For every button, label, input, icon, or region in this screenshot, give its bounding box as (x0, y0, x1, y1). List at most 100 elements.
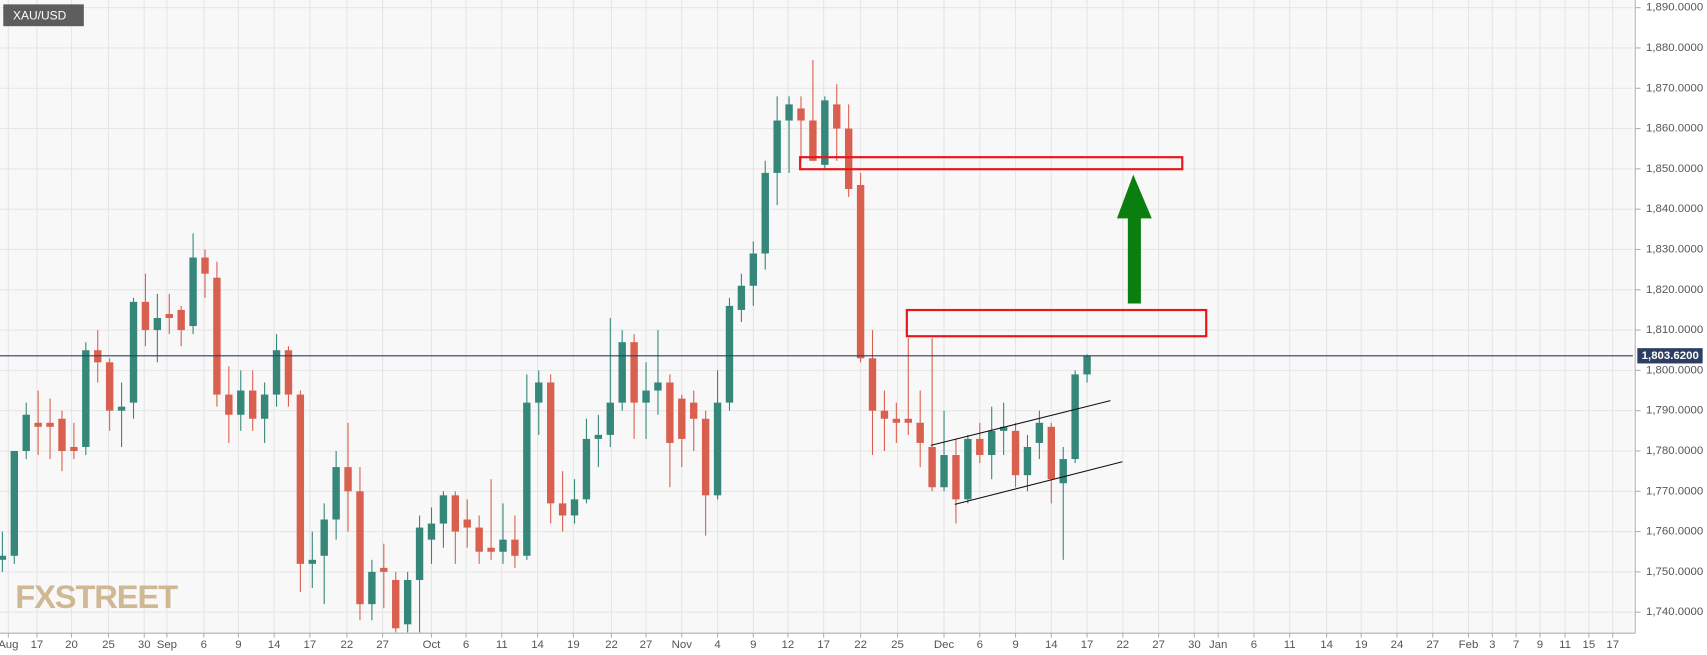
candle-body (332, 467, 340, 520)
symbol-badge (3, 4, 84, 27)
x-tick-label: 6 (977, 639, 983, 651)
candle-body (940, 455, 948, 488)
candle-body (916, 422, 924, 443)
candle-body (833, 104, 841, 129)
x-tick-label: 17 (31, 639, 44, 651)
candles (0, 60, 1633, 633)
x-tick-label: 30 (138, 639, 151, 651)
x-tick-label: 14 (268, 639, 281, 651)
candle-body (809, 120, 817, 161)
x-tick-label: 17 (1606, 639, 1619, 651)
x-tick-label: 17 (1081, 639, 1094, 651)
candle-body (976, 438, 984, 456)
candle-body (928, 446, 936, 488)
resistance-zone-lower (905, 308, 1208, 338)
candle-body (10, 450, 18, 556)
y-tick-label: 1,860.0000 (1646, 123, 1703, 135)
candle-body (749, 253, 758, 286)
y-tick-label: 1,830.0000 (1646, 243, 1703, 255)
candle-body (141, 301, 150, 331)
candle-body (46, 422, 54, 427)
y-tick-label: 1,890.0000 (1646, 2, 1703, 14)
resistance-zone-upper (799, 156, 1184, 171)
candle-body (165, 313, 173, 318)
candle-body (868, 358, 877, 411)
candle-body (380, 567, 388, 572)
x-tick-label: Dec (934, 639, 955, 651)
candle-body (690, 402, 698, 419)
candle-body (666, 382, 674, 443)
candle-body (988, 430, 996, 456)
x-tick-label: 24 (1391, 639, 1404, 651)
x-tick-label: 11 (496, 639, 508, 651)
trend-line-lower (954, 461, 1123, 505)
candle-body (153, 317, 162, 331)
candle-body (535, 382, 543, 403)
candle-body (546, 382, 555, 504)
candle-body (570, 499, 579, 516)
x-tick-label: Jan (1209, 639, 1227, 651)
x-tick-label: 11 (1559, 639, 1571, 651)
x-tick-label: 14 (1045, 639, 1058, 651)
x-tick-label: 11 (1284, 639, 1296, 651)
candle-body (308, 559, 316, 564)
x-tick-label: 14 (1320, 639, 1333, 651)
candle-body (797, 108, 805, 121)
candle-body (344, 467, 352, 492)
y-tick-label: 1,750.0000 (1646, 566, 1703, 578)
trend-line-upper (930, 400, 1111, 446)
candle-body (856, 184, 865, 359)
candle-body (105, 362, 114, 411)
x-tick-label: Oct (423, 639, 442, 651)
plot-background (0, 0, 1633, 633)
candle-body (475, 527, 483, 552)
y-tick-label: 1,790.0000 (1646, 405, 1703, 417)
candle-body (499, 539, 507, 552)
candle-body (701, 418, 710, 496)
candle-body (761, 172, 769, 254)
candle-body (594, 434, 603, 439)
candle-body (678, 398, 686, 439)
y-tick-label: 1,820.0000 (1646, 284, 1703, 296)
x-tick-label: 14 (531, 639, 544, 651)
x-tick-label: 17 (817, 639, 830, 651)
x-tick-label: 27 (1152, 639, 1165, 651)
up-arrow (1116, 174, 1152, 304)
x-tick-label: 30 (1188, 639, 1201, 651)
candle-body (844, 128, 853, 190)
x-tick-label: 17 (304, 639, 317, 651)
candle-body (439, 495, 448, 524)
candle-body (1047, 426, 1055, 480)
x-tick-label: Sep (157, 639, 177, 651)
y-tick-label: 1,810.0000 (1646, 324, 1703, 336)
candle-body (606, 402, 614, 435)
candle-body (523, 402, 531, 556)
x-tick-label: 4 (714, 639, 721, 651)
candle-body (34, 422, 42, 427)
y-tick-label: 1,840.0000 (1646, 203, 1703, 215)
candle-body (558, 503, 567, 516)
x-tick-label: 12 (782, 639, 795, 651)
candle-body (403, 579, 412, 625)
candle-body (1023, 446, 1032, 476)
x-tick-label: 25 (891, 639, 904, 651)
x-tick-label: 9 (1012, 639, 1018, 651)
x-tick-label: 27 (640, 639, 653, 651)
candle-body (1071, 374, 1079, 460)
x-tick-label: 9 (235, 639, 241, 651)
x-tick-label: 6 (201, 639, 207, 651)
candle-body (773, 120, 781, 173)
candle-body (463, 519, 471, 528)
candle-body (225, 394, 233, 415)
x-tick-label: 22 (340, 639, 353, 651)
candle-body (201, 257, 209, 274)
x-tick-label: 22 (854, 639, 867, 651)
y-tick-label: 1,740.0000 (1646, 606, 1703, 618)
candle-body (0, 555, 7, 560)
candle-body (451, 495, 460, 532)
x-tick-label: 6 (463, 639, 469, 651)
candle-body (356, 491, 364, 605)
x-tick-label: 20 (65, 639, 78, 651)
